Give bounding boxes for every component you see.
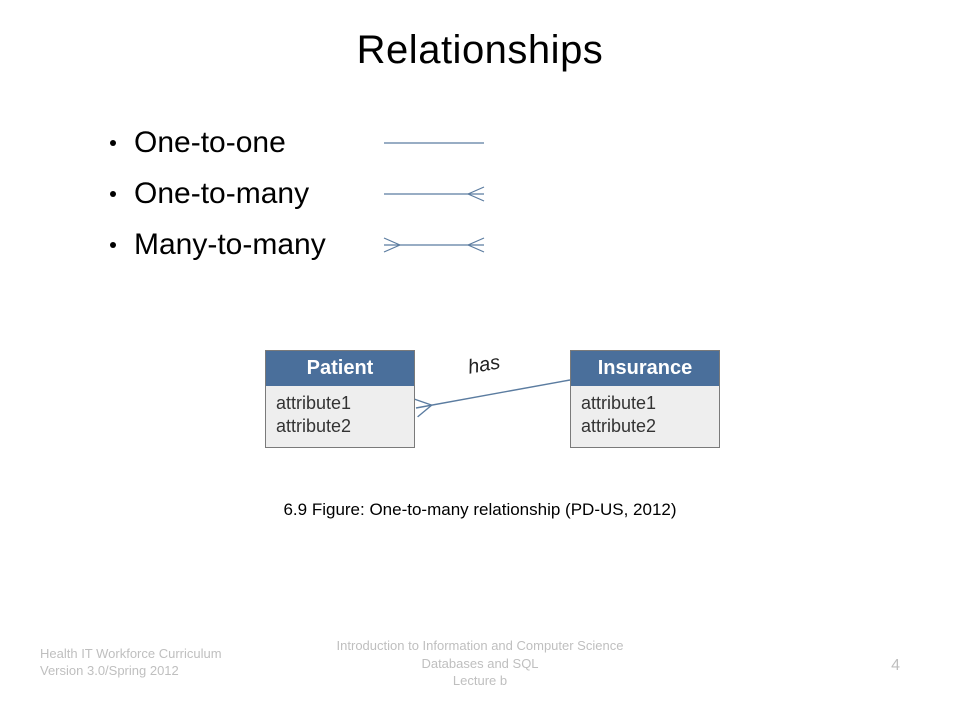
entity-attribute: attribute2 [581,415,709,438]
bullet-list: One-to-one One-to-many Many-to-many [110,120,514,273]
entity-body: attribute1attribute2 [571,386,719,447]
page-number: 4 [891,657,900,675]
footer-center-line1: Introduction to Information and Computer… [0,637,960,655]
bullet-dot-icon [110,191,116,197]
bullet-item: One-to-one [110,120,514,165]
bullet-item: One-to-many [110,171,514,216]
bullet-item: Many-to-many [110,222,514,267]
footer-center: Introduction to Information and Computer… [0,637,960,690]
bullet-label: One-to-many [134,171,364,216]
footer-center-line2: Databases and SQL [0,655,960,673]
entity-header: Insurance [571,351,719,386]
slide-title: Relationships [0,28,960,73]
entity-header: Patient [266,351,414,386]
entity-attribute: attribute1 [276,392,404,415]
entity-attribute: attribute2 [276,415,404,438]
cardinality-icon [364,184,514,204]
cardinality-icon [364,133,514,153]
figure-caption: 6.9 Figure: One-to-many relationship (PD… [0,500,960,520]
entity-attribute: attribute1 [581,392,709,415]
bullet-label: Many-to-many [134,222,364,267]
slide: Relationships One-to-one One-to-many Many-… [0,0,960,720]
footer-center-line3: Lecture b [0,672,960,690]
bullet-dot-icon [110,242,116,248]
bullet-label: One-to-one [134,120,364,165]
entity-insurance: Insuranceattribute1attribute2 [570,350,720,448]
cardinality-icon [364,235,514,255]
bullet-dot-icon [110,140,116,146]
entity-patient: Patientattribute1attribute2 [265,350,415,448]
entity-body: attribute1attribute2 [266,386,414,447]
